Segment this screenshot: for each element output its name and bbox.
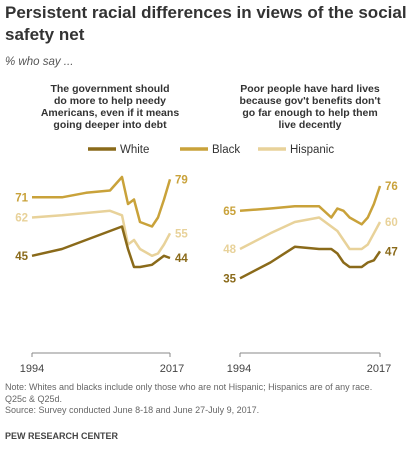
brand-label: PEW RESEARCH CENTER (5, 431, 119, 441)
panel-title-line: The government should (50, 83, 169, 95)
legend-label: Hispanic (290, 144, 334, 156)
end-value-label: 47 (385, 246, 398, 258)
start-value-label: 35 (223, 273, 236, 285)
chart-subtitle: % who say ... (5, 56, 74, 68)
legend-label: White (120, 144, 149, 156)
x-tick-label: 1994 (20, 363, 44, 375)
x-tick-label: 2017 (160, 363, 184, 375)
legend-label: Black (212, 144, 240, 156)
panel-title-line: do more to help needy (54, 95, 166, 107)
series-line-hispanic (31, 209, 172, 258)
end-value-label: 60 (385, 217, 398, 229)
x-tick-label: 2017 (367, 363, 391, 375)
panel-title-line: Poor people have hard lives (240, 83, 380, 95)
series-line-black (32, 175, 172, 228)
panel-title-line: because gov't benefits don't (240, 95, 381, 107)
note-line: Note: Whites and blacks include only tho… (5, 382, 373, 392)
start-value-label: 65 (223, 206, 236, 218)
start-value-label: 48 (223, 244, 236, 256)
start-value-label: 62 (15, 213, 28, 225)
chart-title: Persistent racial differences in views o… (5, 3, 407, 44)
source-note: Note: Whites and blacks include only tho… (5, 382, 417, 417)
panel-title-line: live decently (278, 119, 341, 131)
end-value-label: 44 (175, 253, 188, 265)
start-value-label: 71 (15, 192, 28, 204)
series-line-hispanic (239, 216, 382, 251)
note-line: Q25c & Q25d. (5, 393, 63, 404)
panel-title-line: Americans, even if it means (41, 107, 179, 119)
x-tick-label: 1994 (227, 363, 251, 375)
panel-title-line: go far enough to help them (242, 107, 377, 119)
end-value-label: 76 (385, 181, 398, 193)
series-line-white (31, 225, 171, 269)
series-line-black (239, 185, 382, 226)
chart-canvas: White Black Hispanic The government shouldd… (15, 83, 398, 375)
series-line-white (239, 245, 382, 280)
panel-title-line: going deeper into debt (53, 119, 167, 131)
note-line: Source: Survey conducted June 8-18 and J… (5, 405, 260, 415)
start-value-label: 45 (15, 251, 28, 263)
end-value-label: 55 (175, 228, 188, 240)
end-value-label: 79 (175, 174, 188, 186)
